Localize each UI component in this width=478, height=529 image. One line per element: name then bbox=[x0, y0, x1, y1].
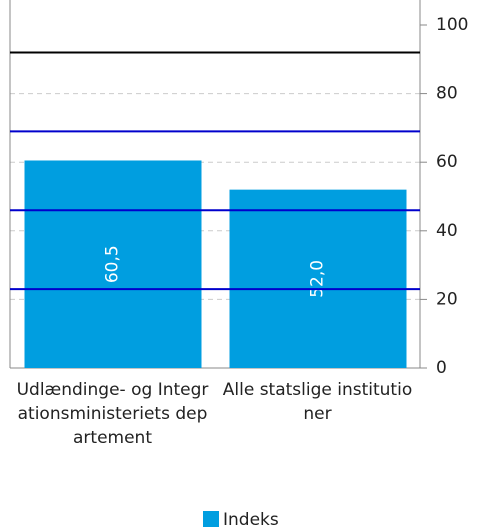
y-tick-label: 80 bbox=[436, 84, 458, 104]
legend-swatch bbox=[203, 511, 219, 527]
x-tick-label: Alle statslige institutioner bbox=[222, 380, 413, 424]
y-tick-label: 0 bbox=[436, 358, 447, 378]
value-label: 60,5 bbox=[103, 245, 123, 283]
y-tick-label: 20 bbox=[436, 289, 458, 309]
y-tick-label: 100 bbox=[436, 15, 468, 35]
bar bbox=[229, 189, 407, 368]
y-tick-label: 60 bbox=[436, 152, 458, 172]
value-label: 52,0 bbox=[308, 260, 328, 298]
bar bbox=[24, 160, 202, 368]
legend-label: Indeks bbox=[223, 510, 279, 529]
y-tick-label: 40 bbox=[436, 221, 458, 241]
x-tick-label: Udlændinge- og Integrationsministeriets … bbox=[16, 380, 209, 448]
